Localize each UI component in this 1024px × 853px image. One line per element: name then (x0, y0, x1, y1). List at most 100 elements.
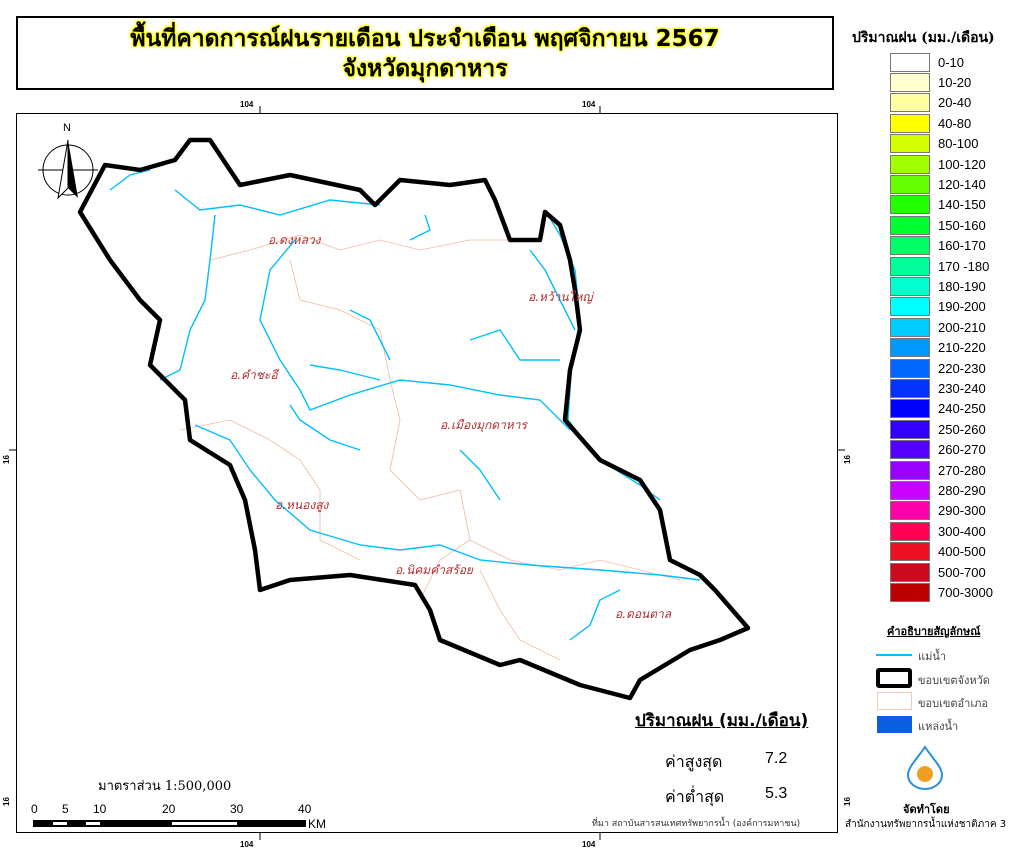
legend-swatch (890, 358, 930, 378)
legend-swatch (890, 52, 930, 72)
legend-class: 260-270 (890, 440, 986, 460)
legend-swatch (890, 440, 930, 460)
river (349, 214, 576, 361)
legend-label: 170 -180 (938, 258, 990, 274)
legend-label: 290-300 (938, 503, 986, 519)
legend-label: 40-80 (938, 115, 972, 131)
legend-label: 700-3000 (938, 584, 993, 600)
legend-label: 500-700 (938, 564, 986, 580)
river-label: แม่น้ำ (918, 651, 947, 663)
legend-class: 220-230 (890, 358, 986, 378)
district-label: อ.คำชะอี (230, 368, 278, 382)
agency-logo-icon (906, 745, 944, 790)
legend-label: 160-170 (938, 238, 986, 254)
legend-swatch (890, 542, 930, 562)
scale-bar (33, 820, 306, 827)
legend-class: 210-220 (890, 338, 986, 358)
legend-label: 140-150 (938, 197, 986, 213)
producer-label: จัดทำโดย (903, 803, 950, 816)
legend-swatch (890, 174, 930, 194)
district-label: อ.ดอนตาล (615, 607, 672, 621)
legend-label: 260-270 (938, 442, 986, 458)
legend-label: 300-400 (938, 523, 986, 539)
legend-swatch (890, 480, 930, 500)
legend-class: 100-120 (890, 154, 986, 174)
legend-label: 0-10 (938, 54, 965, 70)
legend-label: 400-500 (938, 544, 986, 560)
legend-class: 190-200 (890, 297, 986, 317)
legend-class: 290-300 (890, 501, 986, 521)
scale-text: มาตราส่วน 1:500,000 (98, 779, 232, 794)
legend-class: 150-160 (890, 215, 986, 235)
legend-label: 210-220 (938, 340, 986, 356)
legend-swatch (890, 317, 930, 337)
scale-unit: KM (308, 817, 326, 831)
legend-swatch (890, 399, 930, 419)
legend-class: 240-250 (890, 399, 986, 419)
district-label: อ.เมืองมุกดาหาร (440, 418, 527, 432)
legend-swatch (890, 297, 930, 317)
rivers (109, 169, 701, 641)
district-label: อ.หนองสูง (275, 498, 329, 512)
map-title: พื้นที่คาดการณ์ฝนรายเดือน ประจำเดือน พฤศ… (130, 26, 720, 52)
north-arrow-icon (38, 139, 98, 200)
province-symbol (876, 668, 912, 688)
district-boundary (209, 234, 510, 261)
legend-swatch (890, 419, 930, 439)
legend-label: 120-140 (938, 176, 986, 192)
legend-swatch (890, 338, 930, 358)
legend-swatch (890, 72, 930, 92)
legend-label: 240-250 (938, 401, 986, 417)
legend-swatch (890, 256, 930, 276)
legend-label: 10-20 (938, 74, 972, 90)
legend-class: 500-700 (890, 562, 986, 582)
legend-swatch (890, 134, 930, 154)
legend-swatch (890, 215, 930, 235)
legend-class: 160-170 (890, 236, 986, 256)
legend-class: 10-20 (890, 72, 971, 92)
legend-swatch (890, 460, 930, 480)
legend-class: 300-400 (890, 521, 986, 541)
district-boundary (289, 259, 471, 601)
district-boundary-label: ขอบเขตอำเภอ (918, 698, 988, 710)
legend-class: 180-190 (890, 276, 986, 296)
legend-class: 200-210 (890, 317, 986, 337)
legend-swatch (890, 276, 930, 296)
legend-label: 200-210 (938, 319, 986, 335)
scale-tick: 10 (93, 802, 107, 816)
scale-tick: 30 (230, 802, 244, 816)
water-body-symbol (877, 716, 912, 733)
legend-class: 40-80 (890, 113, 971, 133)
scale-tick: 0 (31, 802, 38, 816)
symbol-legend-title: คำอธิบายสัญลักษณ์ (887, 625, 981, 638)
legend-class: 700-3000 (890, 582, 993, 602)
legend-class: 170 -180 (890, 256, 989, 276)
min-label: ค่าต่ำสุด (665, 787, 725, 806)
river (459, 449, 621, 641)
legend-swatch (890, 113, 930, 133)
legend-swatch (890, 501, 930, 521)
legend-class: 400-500 (890, 542, 986, 562)
river (289, 364, 381, 451)
legend-class: 120-140 (890, 174, 986, 194)
legend-label: 180-190 (938, 278, 986, 294)
province-boundary-label: ขอบเขตจังหวัด (918, 675, 990, 687)
min-value: 5.3 (765, 785, 788, 802)
legend-class: 20-40 (890, 93, 971, 113)
province-boundary (77, 137, 751, 701)
legend-class: 0-10 (890, 52, 964, 72)
legend-swatch (890, 521, 930, 541)
stats-title: ปริมาณฝน (มม./เดือน) (635, 711, 809, 731)
north-label: N (63, 122, 71, 134)
legend-swatch (890, 236, 930, 256)
river (109, 169, 381, 216)
legend-swatch (890, 562, 930, 582)
legend-swatch (890, 154, 930, 174)
water-body-label: แหล่งน้ำ (918, 721, 959, 733)
district-boundary (479, 569, 561, 661)
legend-swatch (890, 378, 930, 398)
legend-swatch (890, 582, 930, 602)
legend-class: 250-260 (890, 419, 986, 439)
legend-class: 80-100 (890, 134, 978, 154)
